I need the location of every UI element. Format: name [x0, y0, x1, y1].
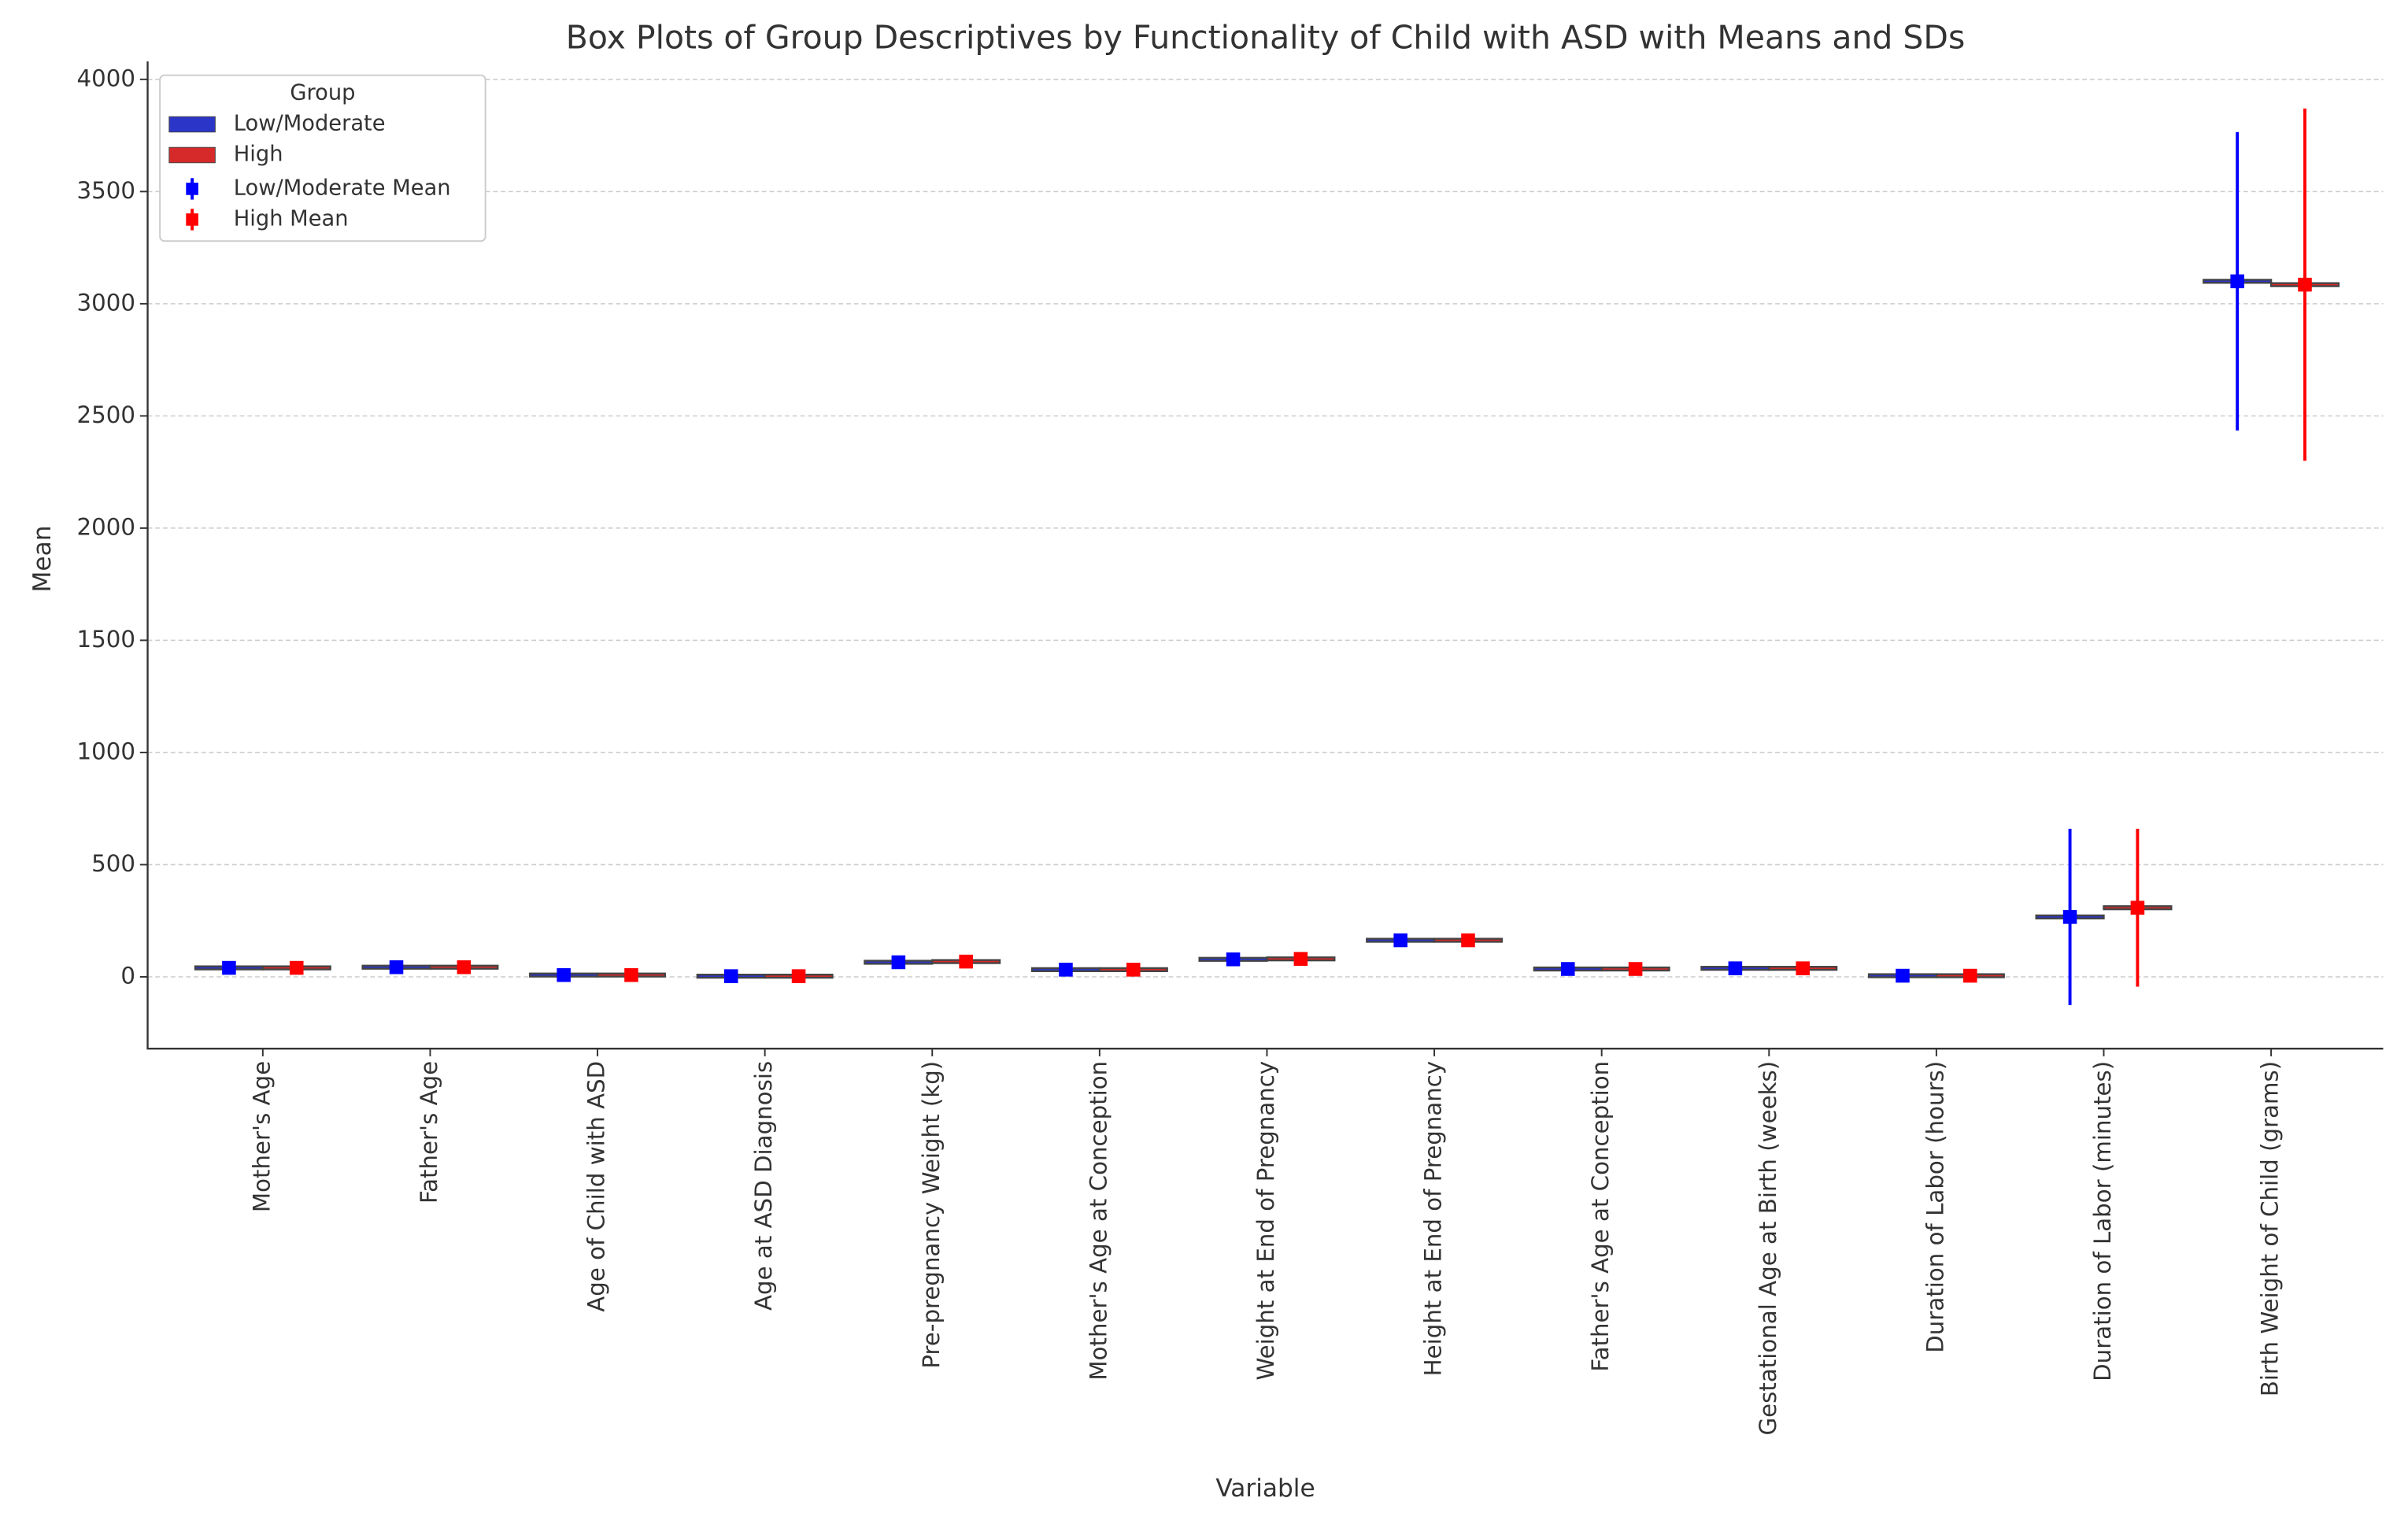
mean-marker — [1226, 952, 1241, 967]
y-tick-label: 3000 — [76, 289, 135, 316]
mean-marker — [891, 955, 906, 970]
mean-marker — [2298, 277, 2312, 292]
legend: Group Low/Moderate Low/Moderate Mean High Hi… — [159, 74, 486, 242]
y-tick-label: 1500 — [76, 626, 135, 653]
x-tick-label: Father's Age — [416, 1061, 442, 1204]
legend-marker — [186, 213, 198, 226]
x-tick-label: Pre-pregnancy Weight (kg) — [918, 1061, 945, 1369]
legend-frame — [159, 74, 486, 242]
chart-title: Box Plots of Group Descriptives by Funct… — [566, 19, 1966, 57]
x-tick-label: Birth Weight of Child (grams) — [2257, 1061, 2284, 1396]
x-tick-label: Age at ASD Diagnosis — [750, 1061, 777, 1311]
x-axis-label: Variable — [1215, 1474, 1315, 1503]
mean-marker — [1728, 961, 1743, 975]
mean-marker — [1628, 962, 1643, 976]
legend-marker — [186, 183, 198, 195]
mean-marker — [1896, 968, 1910, 983]
mean-marker — [1560, 962, 1575, 976]
x-tick-label: Gestational Age at Birth (weeks) — [1755, 1061, 1781, 1436]
legend-swatch — [168, 146, 216, 164]
mean-marker — [289, 960, 304, 975]
legend-label: Low/Moderate Mean — [234, 176, 451, 200]
mean-marker — [1293, 952, 1308, 966]
mean-marker — [1393, 933, 1407, 948]
y-tick-label: 0 — [120, 962, 135, 989]
mean-marker — [1963, 968, 1977, 983]
mean-marker — [723, 969, 738, 983]
mean-marker — [624, 967, 638, 982]
legend-title: Group — [290, 80, 355, 105]
y-tick-label: 3500 — [76, 177, 135, 204]
legend-label: Low/Moderate — [234, 111, 386, 135]
mean-marker — [389, 960, 404, 975]
x-tick-label: Age of Child with ASD — [583, 1061, 610, 1312]
legend-swatch — [168, 116, 216, 133]
mean-marker — [1126, 963, 1141, 977]
y-tick-label: 4000 — [76, 65, 135, 91]
legend-label: High Mean — [234, 206, 349, 231]
y-tick-label: 500 — [91, 850, 135, 877]
mean-marker — [959, 954, 973, 969]
mean-marker — [557, 967, 571, 982]
mean-marker — [791, 969, 806, 983]
x-tick-label: Weight at End of Pregnancy — [1252, 1061, 1279, 1381]
x-tick-label: Height at End of Pregnancy — [1420, 1061, 1447, 1377]
mean-marker — [1796, 961, 1810, 975]
mean-marker — [2130, 901, 2145, 915]
mean-marker — [2230, 274, 2244, 289]
mean-marker — [2062, 910, 2077, 924]
x-tick-label: Mother's Age — [248, 1061, 275, 1212]
mean-marker — [457, 960, 472, 975]
mean-marker — [1461, 933, 1475, 948]
mean-marker — [1059, 963, 1073, 977]
y-tick-label: 1000 — [76, 738, 135, 764]
y-axis-label: Mean — [28, 525, 57, 592]
axes-frame — [146, 61, 2384, 1050]
x-tick-label: Mother's Age at Conception — [1085, 1061, 1112, 1381]
y-tick-label: 2000 — [76, 513, 135, 540]
y-tick-label: 2500 — [76, 401, 135, 428]
mean-marker — [222, 960, 236, 975]
x-tick-label: Father's Age at Conception — [1587, 1061, 1614, 1372]
x-tick-label: Duration of Labor (minutes) — [2089, 1061, 2116, 1381]
x-tick-label: Duration of Labor (hours) — [1922, 1061, 1948, 1353]
legend-label: High — [234, 142, 283, 167]
